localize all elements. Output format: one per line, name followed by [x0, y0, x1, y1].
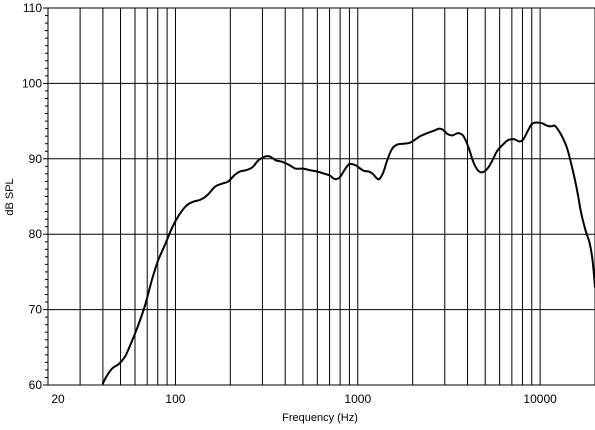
ticks [43, 7, 48, 386]
grid [48, 8, 595, 385]
x-axis-title: Frequency (Hz) [282, 412, 358, 424]
x-tick-label: 20 [51, 392, 65, 406]
y-tick-label: 70 [29, 303, 43, 317]
y-tick-label: 80 [29, 227, 43, 241]
y-axis-title: dB SPL [4, 178, 16, 215]
y-tick-label: 60 [29, 378, 43, 392]
response-curve [101, 121, 595, 385]
plot-frame [47, 7, 595, 386]
x-tick-labels: 20 100 1000 10000 [51, 392, 557, 406]
y-tick-label: 110 [23, 1, 42, 15]
plot-area [48, 8, 595, 385]
y-tick-label: 100 [22, 76, 42, 90]
y-tick-label: 90 [29, 152, 43, 166]
x-tick-label: 10000 [523, 392, 557, 406]
x-tick-label: 100 [165, 392, 185, 406]
y-tick-labels: 60 70 80 90 100 110 [22, 1, 42, 392]
x-tick-label: 1000 [344, 392, 371, 406]
